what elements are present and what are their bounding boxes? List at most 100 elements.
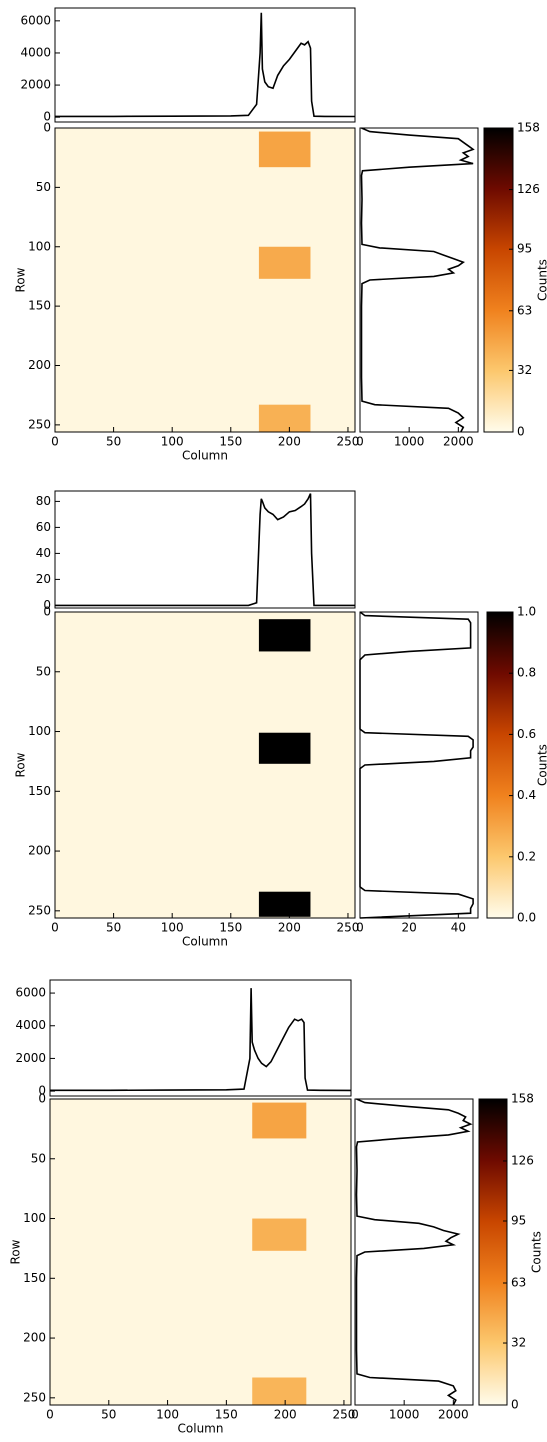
colorbar-tick-label: 158 <box>511 1092 534 1106</box>
intensity-region <box>259 405 311 432</box>
intensity-region <box>259 132 311 168</box>
side-profile-line <box>362 128 474 432</box>
x-tick-label: 50 <box>101 1408 116 1422</box>
y-tick-label: 150 <box>23 1271 46 1285</box>
x-tick-label: 0 <box>46 1408 54 1422</box>
colorbar-tick-label: 0 <box>517 425 525 439</box>
x-tick-label: 200 <box>278 435 301 449</box>
x-tick-label: 1000 <box>394 435 425 449</box>
x-tick-label: 0 <box>356 435 364 449</box>
top-profile-line <box>55 13 355 117</box>
colorbar <box>487 612 513 918</box>
colorbar-label: Counts <box>536 744 547 786</box>
y-tick-label: 150 <box>28 784 51 798</box>
y-tick-label: 50 <box>31 1151 46 1165</box>
side-profile-line <box>357 1099 471 1405</box>
y-tick-label: 20 <box>36 572 51 586</box>
colorbar-tick-label: 158 <box>517 121 540 135</box>
x-tick-label: 2000 <box>438 1408 469 1422</box>
y-tick-label: 6000 <box>20 13 51 27</box>
colorbar-tick-label: 0.0 <box>517 911 536 925</box>
intensity-region <box>259 733 311 764</box>
x-tick-label: 100 <box>161 435 184 449</box>
colorbar-tick-label: 126 <box>517 182 540 196</box>
side-profile-line <box>360 612 473 918</box>
y-tick-label: 250 <box>28 903 51 917</box>
y-tick-label: 2000 <box>15 1051 46 1065</box>
colorbar-tick-label: 95 <box>517 242 532 256</box>
y-tick-label: 250 <box>23 1390 46 1404</box>
intensity-region <box>259 892 311 917</box>
x-tick-label: 50 <box>106 435 121 449</box>
x-axis-label: Column <box>182 935 228 949</box>
y-tick-label: 80 <box>36 494 51 508</box>
colorbar-tick-label: 32 <box>511 1336 526 1350</box>
y-tick-label: 50 <box>36 664 51 678</box>
top-profile-line <box>55 494 355 606</box>
y-tick-label: 6000 <box>15 986 46 1000</box>
intensity-region <box>259 619 311 651</box>
y-tick-label: 150 <box>28 299 51 313</box>
top-profile-frame <box>55 8 355 122</box>
colorbar-tick-label: 0.4 <box>517 788 536 802</box>
y-tick-label: 200 <box>28 358 51 372</box>
y-axis-label: Row <box>14 752 28 777</box>
x-tick-label: 0 <box>356 921 364 935</box>
intensity-region <box>252 1103 306 1139</box>
colorbar-tick-label: 126 <box>511 1153 534 1167</box>
colorbar <box>484 128 513 432</box>
intensity-region <box>252 1219 306 1251</box>
x-axis-label: Column <box>178 1422 224 1436</box>
colorbar-tick-label: 0.2 <box>517 849 536 863</box>
colorbar-label: Counts <box>536 259 547 301</box>
colorbar-label: Counts <box>530 1231 544 1273</box>
x-tick-label: 40 <box>451 921 466 935</box>
y-tick-label: 0 <box>43 598 51 612</box>
x-tick-label: 0 <box>51 435 59 449</box>
x-tick-label: 50 <box>106 921 121 935</box>
x-tick-label: 0 <box>51 921 59 935</box>
y-tick-label: 40 <box>36 546 51 560</box>
y-tick-label: 0 <box>38 1084 46 1098</box>
x-tick-label: 150 <box>219 921 242 935</box>
colorbar-tick-label: 1.0 <box>517 605 536 619</box>
y-tick-label: 100 <box>28 724 51 738</box>
colorbar-tick-label: 0 <box>511 1398 519 1412</box>
y-tick-label: 250 <box>28 417 51 431</box>
y-axis-label: Row <box>14 267 28 292</box>
x-tick-label: 150 <box>219 435 242 449</box>
y-tick-label: 100 <box>23 1211 46 1225</box>
y-tick-label: 60 <box>36 520 51 534</box>
x-tick-label: 1000 <box>389 1408 420 1422</box>
y-tick-label: 0 <box>43 110 51 124</box>
y-tick-label: 200 <box>23 1331 46 1345</box>
image-background <box>50 1099 351 1405</box>
colorbar-tick-label: 95 <box>511 1214 526 1228</box>
y-tick-label: 50 <box>36 180 51 194</box>
y-tick-label: 2000 <box>20 78 51 92</box>
colorbar <box>479 1099 507 1405</box>
y-tick-label: 4000 <box>20 45 51 59</box>
intensity-region <box>259 247 311 279</box>
colorbar-tick-label: 63 <box>511 1275 526 1289</box>
x-tick-label: 150 <box>215 1408 238 1422</box>
image-background <box>55 612 355 918</box>
x-axis-label: Column <box>182 449 228 463</box>
x-tick-label: 0 <box>351 1408 359 1422</box>
colorbar-tick-label: 32 <box>517 363 532 377</box>
image-background <box>55 128 355 432</box>
x-tick-label: 200 <box>278 921 301 935</box>
x-tick-label: 20 <box>402 921 417 935</box>
colorbar-tick-label: 0.8 <box>517 666 536 680</box>
top-profile-line <box>50 988 351 1090</box>
x-tick-label: 100 <box>156 1408 179 1422</box>
y-axis-label: Row <box>9 1239 23 1264</box>
y-tick-label: 100 <box>28 239 51 253</box>
colorbar-tick-label: 63 <box>517 303 532 317</box>
intensity-region <box>252 1378 306 1405</box>
y-tick-label: 4000 <box>15 1018 46 1032</box>
x-tick-label: 200 <box>274 1408 297 1422</box>
colorbar-tick-label: 0.6 <box>517 727 536 741</box>
x-tick-label: 2000 <box>443 435 474 449</box>
